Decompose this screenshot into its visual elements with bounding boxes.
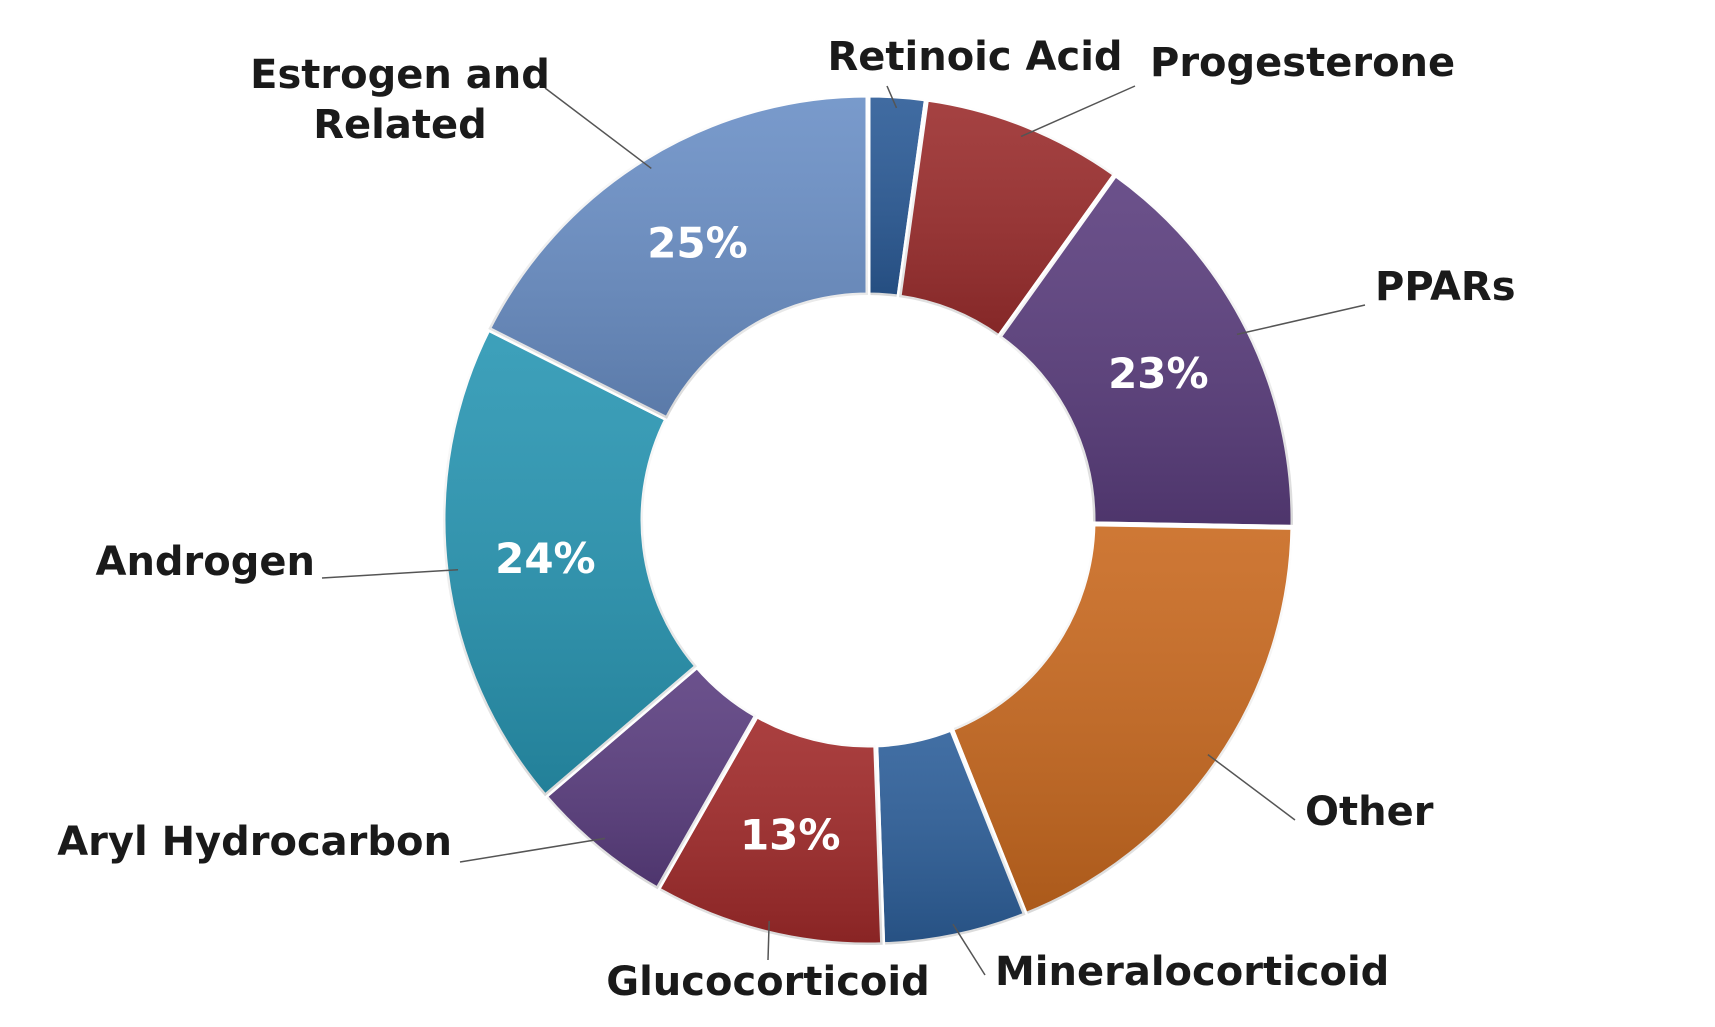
percent-labels: 23% 13% 24% 25% (495, 218, 1208, 859)
data-label-ppars: 23% (1108, 349, 1209, 398)
data-label-estrogen-and-related: 25% (647, 218, 748, 267)
label-androgen: Androgen (95, 539, 315, 585)
leader-lines (321, 85, 1366, 976)
label-progesterone: Progesterone (1150, 40, 1455, 86)
label-glucocorticoid: Glucocorticoid (606, 959, 930, 1005)
data-label-androgen: 24% (495, 534, 596, 583)
leader-ppars (1236, 304, 1366, 336)
label-other: Other (1305, 789, 1434, 835)
leader-other (1207, 754, 1296, 821)
leader-progesterone (1020, 85, 1136, 138)
leader-glucocorticoid (767, 920, 770, 961)
label-estrogen-and-related: Estrogen and Related (250, 52, 550, 148)
label-retinoic-acid: Retinoic Acid (827, 34, 1122, 80)
category-labels: Retinoic Acid Progesterone PPARs Other Miner… (57, 34, 1515, 1005)
label-aryl-hydrocarbon: Aryl Hydrocarbon (57, 819, 452, 865)
label-mineralocorticoid: Mineralocorticoid (995, 949, 1389, 995)
leader-mineralocorticoid (952, 923, 986, 976)
donut-slices (440, 92, 1296, 948)
label-ppars: PPARs (1375, 264, 1516, 310)
data-label-glucocorticoid: 13% (740, 811, 841, 860)
leader-estrogen-and-related (544, 87, 652, 170)
leader-retinoic-acid (886, 85, 898, 109)
leader-androgen (321, 569, 459, 579)
leader-aryl-hydrocarbon (459, 837, 606, 863)
